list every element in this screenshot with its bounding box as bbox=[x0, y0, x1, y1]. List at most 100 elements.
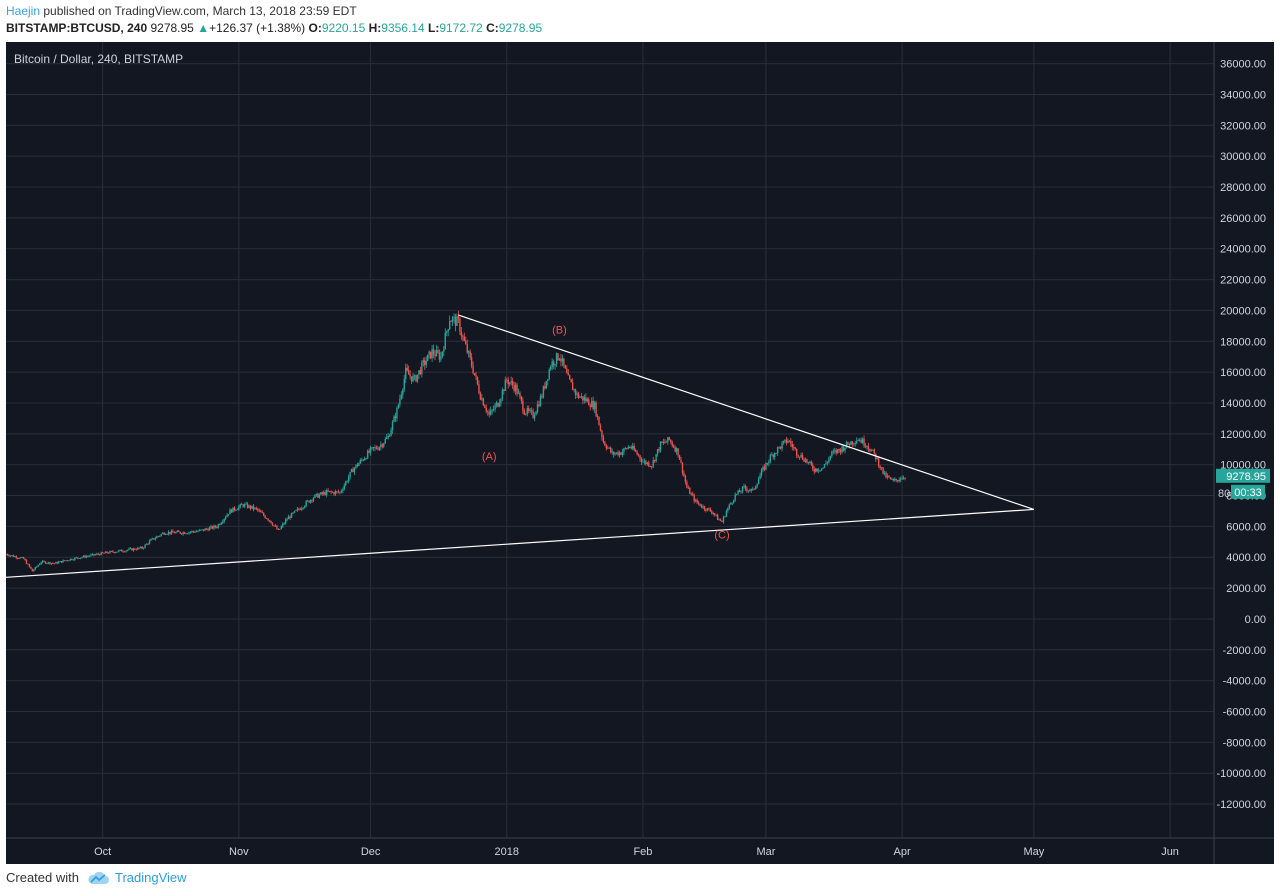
x-tick-label: Dec bbox=[361, 846, 381, 858]
candle-body bbox=[24, 558, 26, 561]
author-link[interactable]: Haejin bbox=[6, 4, 41, 18]
candle-body bbox=[834, 450, 836, 452]
candle-body bbox=[757, 479, 760, 485]
candle-body bbox=[709, 509, 712, 512]
candle-body bbox=[753, 488, 755, 490]
candle-body bbox=[588, 399, 590, 406]
candle-body bbox=[712, 513, 714, 514]
candle-body bbox=[595, 402, 597, 417]
candle-body bbox=[705, 509, 707, 511]
x-tick-label: Jun bbox=[1161, 846, 1179, 858]
candle-body bbox=[831, 451, 833, 456]
price-badge-label: 9278.95 bbox=[1226, 471, 1266, 483]
candle-body bbox=[140, 546, 142, 549]
candle-body bbox=[229, 509, 231, 515]
candle-body bbox=[304, 506, 306, 508]
candle-body bbox=[629, 447, 631, 448]
candle-body bbox=[697, 502, 700, 504]
y-tick-label: 26000.00 bbox=[1220, 213, 1266, 225]
candle-body bbox=[217, 524, 220, 528]
candle-body bbox=[535, 411, 537, 416]
y-tick-label: 10000.00 bbox=[1220, 460, 1266, 472]
candle-body bbox=[696, 499, 698, 503]
candle-body bbox=[902, 477, 905, 479]
candle-body bbox=[263, 513, 265, 516]
candle-body bbox=[249, 505, 252, 509]
candle-body bbox=[450, 321, 452, 323]
candle-body bbox=[680, 459, 682, 463]
candle-body bbox=[120, 549, 123, 552]
candle-body bbox=[791, 444, 793, 448]
candle-body bbox=[886, 475, 889, 478]
footer: Created with TradingView bbox=[6, 870, 187, 885]
candle-body bbox=[602, 437, 605, 443]
y-tick-label: 22000.00 bbox=[1220, 275, 1266, 287]
candle-body bbox=[12, 555, 15, 557]
candle-body bbox=[46, 563, 48, 564]
candle-body bbox=[763, 466, 766, 470]
tradingview-link[interactable]: TradingView bbox=[114, 870, 187, 885]
candle-body bbox=[643, 460, 646, 462]
chart-svg[interactable]: 36000.00 34000.00 32000.00 30000.00 28000.00… bbox=[6, 42, 1274, 864]
candle-body bbox=[416, 374, 419, 382]
candle-body bbox=[447, 329, 449, 332]
candle-body bbox=[210, 526, 212, 528]
x-tick-label: 2018 bbox=[495, 846, 519, 858]
candle-body bbox=[826, 462, 829, 464]
candle-body bbox=[347, 477, 350, 482]
candle-body bbox=[841, 446, 843, 453]
candle-body bbox=[672, 445, 675, 448]
candle-body bbox=[305, 501, 307, 507]
candle-body bbox=[520, 396, 523, 401]
candle-body bbox=[343, 485, 345, 490]
last-price: 9278.95 bbox=[150, 21, 194, 35]
candle-body bbox=[290, 513, 293, 518]
candle-body bbox=[112, 551, 114, 553]
candle-body bbox=[577, 393, 580, 398]
candle-body bbox=[715, 514, 717, 516]
candle-body bbox=[725, 511, 728, 517]
candle-body bbox=[434, 354, 436, 357]
candle-body bbox=[800, 454, 802, 458]
candle-body bbox=[383, 443, 385, 447]
candle-body bbox=[312, 497, 315, 501]
candle-body bbox=[261, 512, 263, 514]
candle-body bbox=[298, 508, 300, 510]
candle-body bbox=[179, 531, 181, 534]
candle-body bbox=[19, 557, 22, 559]
candle-body bbox=[318, 494, 321, 498]
candle-body bbox=[858, 439, 861, 441]
candle-body bbox=[213, 525, 215, 529]
x-tick-label: Mar bbox=[756, 846, 775, 858]
candle-body bbox=[175, 532, 177, 534]
candle-body bbox=[482, 398, 485, 406]
candle-body bbox=[479, 393, 482, 400]
candle-body bbox=[358, 463, 360, 466]
candle-body bbox=[795, 448, 798, 456]
x-tick-label: Nov bbox=[229, 846, 249, 858]
candle-body bbox=[198, 530, 200, 532]
y-tick-label: -8000.00 bbox=[1223, 737, 1266, 749]
candle-body bbox=[626, 448, 628, 450]
candle-body bbox=[106, 551, 108, 553]
candle-body bbox=[873, 449, 875, 454]
candle-body bbox=[156, 536, 158, 539]
candle-body bbox=[93, 553, 95, 556]
candle-body bbox=[63, 560, 66, 562]
candle-body bbox=[631, 445, 634, 449]
candle-body bbox=[816, 468, 818, 472]
candle-body bbox=[574, 389, 577, 395]
candle-body bbox=[563, 358, 565, 366]
candle-body bbox=[620, 452, 622, 455]
candle-body bbox=[803, 459, 805, 462]
chart-area[interactable]: 36000.00 34000.00 32000.00 30000.00 28000.00… bbox=[6, 42, 1274, 864]
high-label: H: bbox=[368, 21, 382, 35]
candle-body bbox=[706, 508, 709, 511]
candle-body bbox=[27, 563, 29, 565]
candle-body bbox=[211, 526, 214, 529]
high-value: 9356.14 bbox=[381, 21, 425, 35]
candle-body bbox=[157, 536, 159, 537]
candle-body bbox=[137, 547, 139, 550]
candle-body bbox=[167, 531, 170, 534]
candle-body bbox=[441, 351, 444, 357]
